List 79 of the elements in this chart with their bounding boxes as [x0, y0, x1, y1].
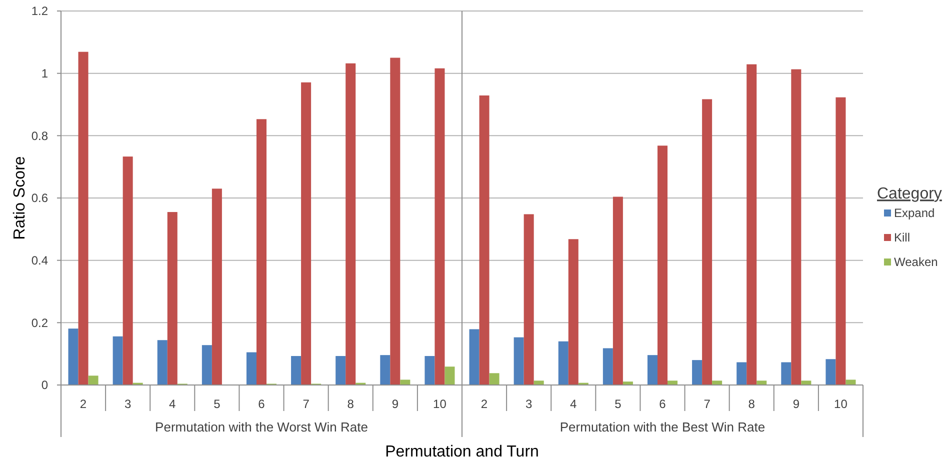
bar [380, 355, 390, 385]
bar [781, 362, 792, 385]
bar [301, 82, 312, 385]
bar [702, 99, 712, 385]
bar [524, 214, 534, 385]
bar [756, 380, 767, 385]
bar [390, 58, 400, 385]
bar [489, 373, 500, 385]
bar [157, 340, 168, 385]
bar [336, 356, 346, 385]
x-tick-label: 6 [659, 397, 666, 412]
legend-label: Expand [894, 206, 935, 220]
x-tick-label: 6 [258, 397, 266, 412]
bar [558, 341, 568, 385]
text: Permutation and Turn [385, 444, 539, 461]
bar [692, 360, 702, 385]
bar [836, 97, 846, 385]
bar [400, 380, 410, 385]
bar [246, 352, 256, 385]
bar [424, 356, 435, 385]
bar [534, 380, 544, 385]
bar [68, 328, 78, 385]
x-tick-label: 5 [614, 397, 622, 412]
bar [602, 348, 613, 385]
x-tick-label: 7 [704, 397, 711, 412]
x-tick-label: 9 [792, 397, 800, 412]
x-tick-label: 8 [347, 397, 354, 412]
bar [479, 95, 490, 385]
x-tick-label: 7 [302, 397, 310, 412]
y-tick-label: 1 [41, 66, 48, 81]
x-tick-label: 2 [480, 397, 488, 412]
x-tick-label: 3 [124, 397, 132, 412]
y-tick-label: 0.6 [31, 191, 48, 206]
bar [647, 355, 658, 385]
bar [469, 329, 480, 385]
legend-title: Category [877, 186, 942, 203]
x-tick-label: 4 [169, 397, 176, 412]
bar [78, 52, 88, 385]
y-tick-label: 0.2 [31, 316, 48, 330]
bar [112, 336, 123, 385]
x-axis-title: Permutation with the Best Win Rate [560, 420, 766, 435]
y-tick-label: 1.2 [31, 4, 48, 18]
bar [434, 68, 445, 385]
x-tick-label: 8 [748, 397, 756, 412]
bar [88, 376, 98, 385]
bar [444, 366, 455, 385]
bar [212, 188, 222, 385]
x-tick-label: 4 [570, 397, 578, 412]
bar [256, 119, 267, 385]
bar [612, 196, 623, 385]
bar [514, 337, 524, 385]
bar [657, 146, 668, 385]
y-tick-label: 0.8 [31, 128, 48, 143]
x-tick-label: 10 [834, 397, 848, 412]
bar [202, 345, 212, 385]
bar [167, 212, 178, 385]
y-tick-label: 0.4 [31, 254, 48, 268]
y-tick-label: 0 [41, 378, 48, 392]
bar [746, 64, 757, 385]
x-tick-label: 3 [525, 397, 532, 412]
bar [346, 63, 356, 385]
x-tick-label: 9 [392, 397, 399, 412]
bar [801, 380, 812, 385]
bar [712, 380, 722, 385]
bar [668, 380, 678, 385]
x-axis-title: Permutation with the Worst Win Rate [155, 420, 368, 435]
x-tick-label: 2 [80, 397, 87, 412]
legend-label: Kill [894, 230, 910, 245]
bar [826, 359, 836, 385]
y-axis-title: Ratio Score [12, 156, 29, 240]
legend-label: Weaken [894, 255, 938, 270]
bar [291, 356, 302, 385]
x-tick-label: 5 [214, 397, 221, 412]
bar [736, 362, 747, 385]
bar [122, 156, 133, 385]
x-tick-label: 10 [433, 397, 447, 412]
bar [846, 380, 856, 385]
bar [791, 69, 802, 385]
bar [568, 239, 578, 385]
